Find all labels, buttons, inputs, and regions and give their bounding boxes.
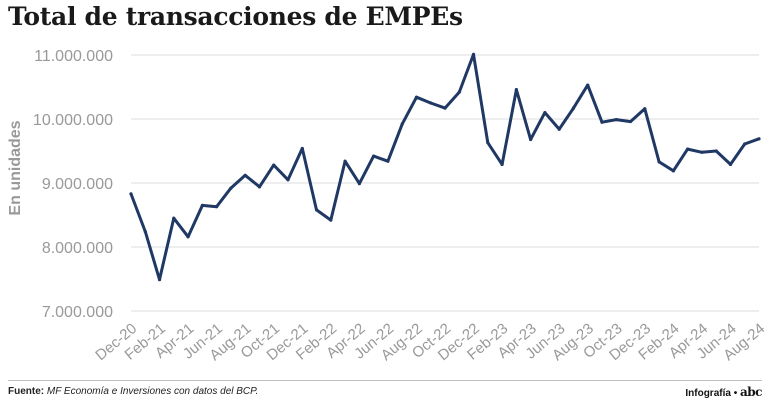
- data-point: [186, 235, 190, 239]
- data-point: [514, 87, 518, 92]
- data-point: [757, 137, 761, 141]
- data-point: [229, 186, 233, 190]
- data-point: [215, 205, 219, 209]
- data-point: [571, 106, 576, 110]
- data-point: [671, 169, 675, 173]
- data-point: [414, 95, 419, 99]
- y-tick-label: 9.000.000: [42, 176, 113, 193]
- data-point: [386, 159, 390, 163]
- data-point: [486, 141, 490, 145]
- data-point: [172, 216, 176, 220]
- data-point: [272, 163, 276, 167]
- abc-logo: abc: [740, 385, 762, 399]
- source-text: MF Economía e Inversiones con datos del …: [46, 386, 259, 397]
- chart-title: Total de transacciones de EMPEs: [8, 2, 463, 31]
- data-point: [714, 149, 718, 153]
- data-point: [543, 111, 547, 115]
- data-point: [243, 173, 247, 177]
- data-point: [143, 230, 147, 234]
- data-point: [343, 159, 347, 163]
- line-chart: En unidades 7.000.000 8.000.000 9.000.000 1…: [7, 48, 768, 364]
- credit: Infografía • abc: [685, 385, 762, 399]
- y-tick-label: 11.000.000: [34, 48, 113, 65]
- data-point: [357, 182, 361, 186]
- data-point: [257, 185, 262, 189]
- credit-separator: •: [733, 388, 738, 399]
- data-point: [586, 83, 590, 87]
- y-tick-label: 10.000.000: [33, 112, 113, 129]
- data-point: [286, 178, 290, 182]
- y-tick-label: 7.000.000: [42, 304, 113, 321]
- data-point: [400, 122, 404, 126]
- data-point: [429, 101, 433, 105]
- data-point: [300, 146, 304, 151]
- data-point: [329, 218, 333, 222]
- data-point: [471, 52, 476, 56]
- data-point: [443, 106, 447, 110]
- credit-label: Infografía: [685, 388, 731, 399]
- data-point: [557, 127, 561, 131]
- data-point: [743, 142, 747, 146]
- data-point: [529, 137, 533, 142]
- data-point: [157, 278, 162, 282]
- data-point: [129, 192, 133, 196]
- data-point: [657, 160, 661, 164]
- footer-divider: [8, 380, 762, 381]
- data-point: [457, 90, 461, 94]
- y-tick-label: 8.000.000: [42, 240, 113, 257]
- data-point: [314, 208, 319, 212]
- data-point: [686, 147, 690, 151]
- data-point: [600, 120, 604, 124]
- data-point: [372, 154, 376, 158]
- data-point: [700, 150, 704, 154]
- series-line: [129, 52, 761, 282]
- data-point: [500, 162, 504, 167]
- data-point: [200, 203, 204, 207]
- data-point: [643, 107, 647, 111]
- data-point: [614, 118, 618, 122]
- source-note: Fuente: MF Economía e Inversiones con da…: [8, 386, 258, 397]
- source-label: Fuente:: [8, 386, 45, 397]
- y-axis-title: En unidades: [7, 120, 24, 215]
- data-point: [728, 162, 733, 167]
- data-point: [628, 119, 633, 124]
